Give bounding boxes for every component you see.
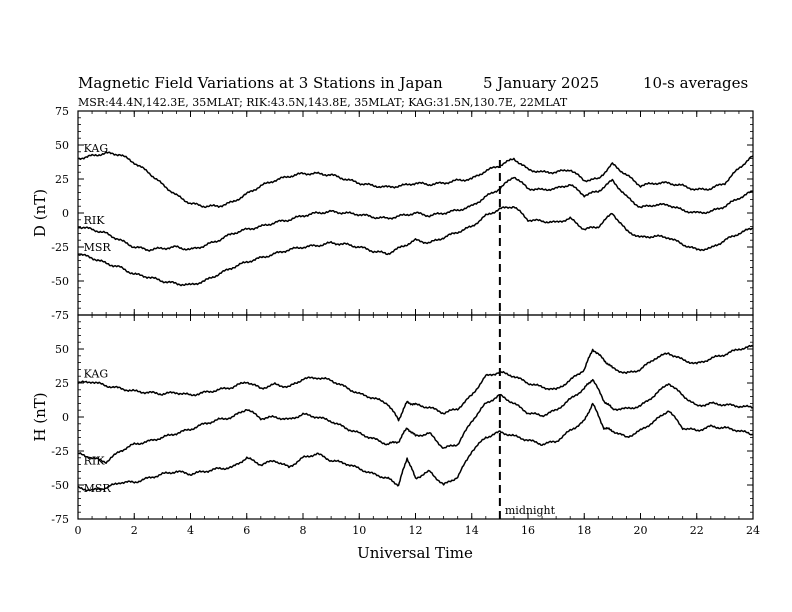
- y-tick-label: 50: [55, 343, 69, 356]
- figure-averaging: 10-s averages: [643, 74, 748, 92]
- midnight-label: midnight: [505, 504, 556, 517]
- y-tick-label: 25: [55, 377, 69, 390]
- y-tick-label: -50: [51, 275, 69, 288]
- y-tick-label: -75: [51, 309, 69, 322]
- y-tick-label: 0: [62, 411, 69, 424]
- y-tick-label: -25: [51, 445, 69, 458]
- figure-date: 5 January 2025: [483, 74, 599, 92]
- series-line-msr: [77, 402, 754, 492]
- x-tick-label: 8: [300, 524, 307, 537]
- y-axis-label: H (nT): [31, 392, 49, 441]
- x-tick-label: 18: [577, 524, 591, 537]
- series-label-rik: RIK: [84, 214, 106, 227]
- y-tick-label: 25: [55, 173, 69, 186]
- x-tick-label: 0: [75, 524, 82, 537]
- series-line-kag: [77, 151, 754, 209]
- panel-d-declination: 75 50 25 0 -25 -50 -75 D (nT) KAG RIK MSR: [31, 105, 754, 322]
- series-line-kag: [77, 344, 754, 422]
- y-tick-label: 0: [62, 207, 69, 220]
- x-tick-label: 2: [131, 524, 138, 537]
- stations-line: MSR:44.4N,142.3E, 35MLAT; RIK:43.5N,143.…: [78, 96, 568, 109]
- x-tick-label: 20: [634, 524, 648, 537]
- x-tick-label: 4: [187, 524, 194, 537]
- x-tick-label: 14: [465, 524, 479, 537]
- y-tick-label: 75: [55, 105, 69, 118]
- series-line-rik: [77, 378, 754, 464]
- x-tick-label: 16: [521, 524, 535, 537]
- series-label-kag: KAG: [84, 368, 109, 381]
- x-tick-label: 24: [746, 524, 760, 537]
- x-tick-label: 22: [690, 524, 704, 537]
- figure-title: Magnetic Field Variations at 3 Stations …: [78, 74, 443, 92]
- y-tick-label: 50: [55, 139, 69, 152]
- x-tick-label: 6: [243, 524, 250, 537]
- series-label-rik: RIK: [84, 455, 106, 468]
- series-line-rik: [78, 176, 754, 252]
- series-label-kag: KAG: [84, 142, 109, 155]
- x-tick-label: 12: [409, 524, 423, 537]
- midnight-marker: midnight: [498, 160, 556, 519]
- series-label-msr: MSR: [84, 241, 112, 254]
- y-tick-label: -50: [51, 479, 69, 492]
- series-label-msr: MSR: [84, 482, 112, 495]
- series-line-msr: [77, 205, 754, 287]
- y-axis-label: D (nT): [31, 189, 49, 237]
- y-tick-label: -25: [51, 241, 69, 254]
- x-axis-label: Universal Time: [357, 544, 473, 562]
- x-tick-label: 10: [352, 524, 366, 537]
- plot-frame: [77, 314, 754, 520]
- y-tick-label: -75: [51, 513, 69, 526]
